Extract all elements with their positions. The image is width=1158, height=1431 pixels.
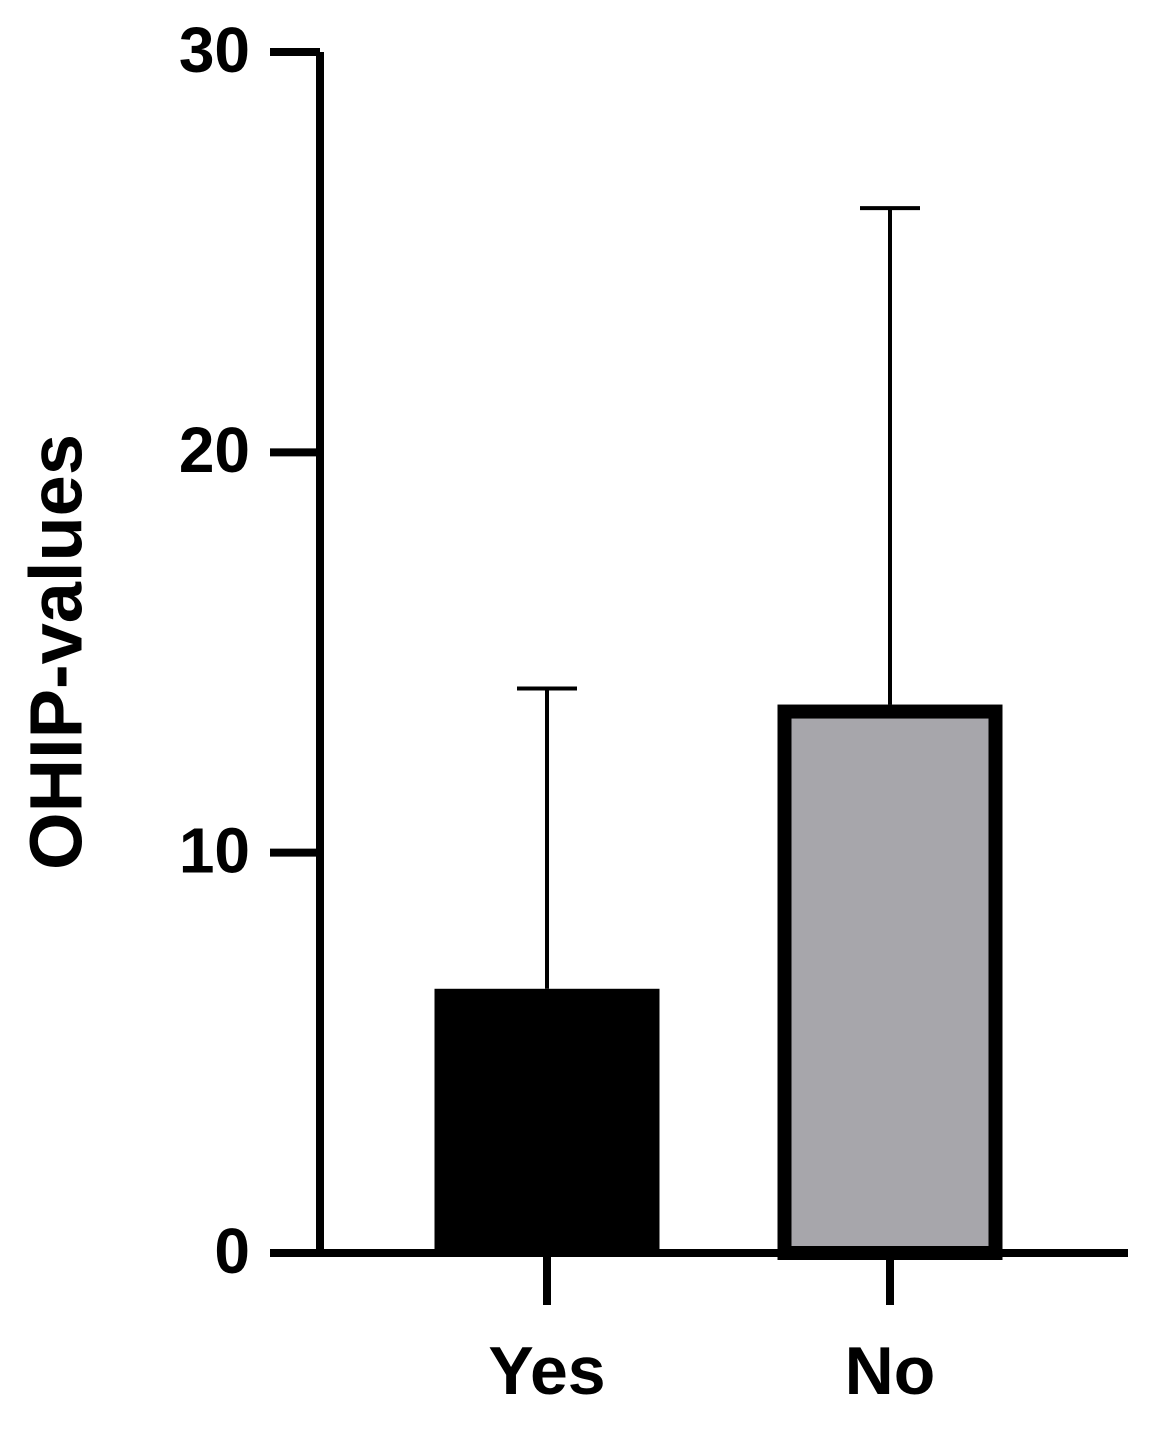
x-tick-label: No xyxy=(845,1333,936,1409)
bar xyxy=(434,988,660,1253)
y-tick-label: 20 xyxy=(179,414,250,486)
y-axis-label: OHIP-values xyxy=(15,434,98,870)
y-tick-label: 0 xyxy=(214,1215,250,1287)
bar xyxy=(777,704,1003,1260)
x-tick-label: Yes xyxy=(488,1333,605,1409)
y-tick-label: 30 xyxy=(179,14,250,86)
y-tick-label: 10 xyxy=(179,815,250,887)
